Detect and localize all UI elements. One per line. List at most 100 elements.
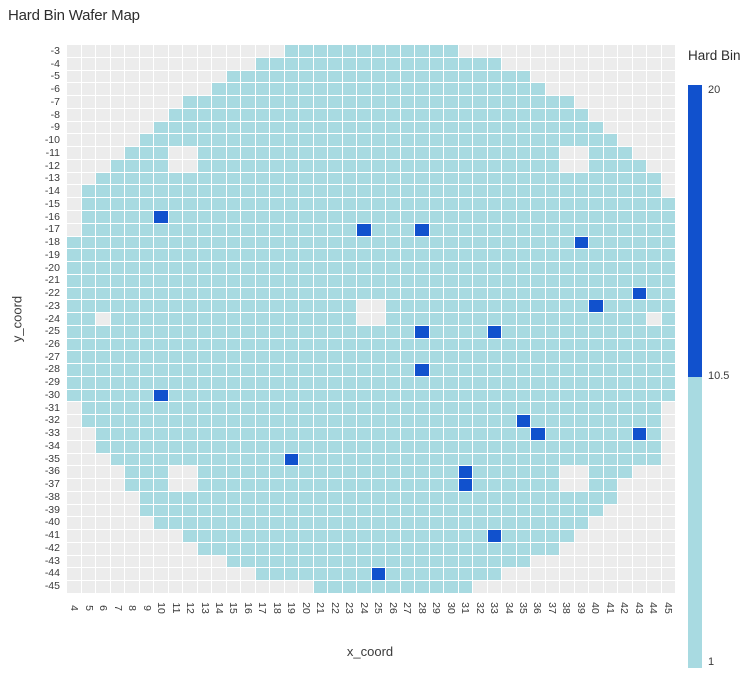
wafer-cell[interactable]	[67, 223, 81, 236]
wafer-cell[interactable]	[632, 415, 646, 428]
wafer-cell[interactable]	[647, 262, 661, 274]
wafer-cell[interactable]	[328, 274, 342, 287]
wafer-cell[interactable]	[357, 108, 371, 121]
wafer-cell[interactable]	[487, 364, 501, 376]
wafer-cell[interactable]	[212, 530, 226, 542]
wafer-cell[interactable]	[603, 287, 617, 300]
wafer-cell[interactable]	[516, 491, 530, 504]
wafer-cell[interactable]	[168, 262, 182, 274]
wafer-cell[interactable]	[603, 517, 617, 530]
wafer-cell[interactable]	[81, 555, 95, 568]
wafer-cell[interactable]	[357, 351, 371, 364]
wafer-cell[interactable]	[473, 325, 487, 338]
wafer-cell[interactable]	[560, 466, 574, 479]
wafer-cell[interactable]	[110, 236, 124, 249]
wafer-cell[interactable]	[328, 249, 342, 262]
wafer-cell[interactable]	[342, 313, 356, 325]
wafer-cell[interactable]	[81, 159, 95, 172]
wafer-cell[interactable]	[357, 159, 371, 172]
wafer-cell[interactable]	[531, 351, 545, 364]
wafer-cell[interactable]	[328, 45, 342, 57]
wafer-cell[interactable]	[487, 249, 501, 262]
wafer-cell[interactable]	[400, 313, 414, 325]
wafer-cell[interactable]	[183, 172, 197, 185]
wafer-cell[interactable]	[226, 210, 240, 223]
wafer-cell[interactable]	[284, 389, 298, 402]
wafer-cell[interactable]	[516, 236, 530, 249]
wafer-cell[interactable]	[226, 364, 240, 376]
wafer-cell[interactable]	[154, 45, 168, 57]
wafer-cell[interactable]	[328, 134, 342, 147]
wafer-cell[interactable]	[241, 121, 255, 134]
wafer-cell[interactable]	[299, 376, 313, 389]
wafer-cell[interactable]	[357, 57, 371, 70]
wafer-cell[interactable]	[444, 517, 458, 530]
wafer-cell[interactable]	[183, 555, 197, 568]
wafer-cell[interactable]	[139, 440, 153, 453]
wafer-cell[interactable]	[81, 300, 95, 313]
wafer-cell[interactable]	[589, 415, 603, 428]
wafer-cell[interactable]	[545, 402, 559, 415]
wafer-cell[interactable]	[342, 159, 356, 172]
wafer-cell[interactable]	[487, 415, 501, 428]
wafer-cell[interactable]	[96, 338, 110, 351]
wafer-cell[interactable]	[502, 568, 516, 581]
wafer-cell[interactable]	[560, 274, 574, 287]
wafer-cell[interactable]	[545, 581, 559, 593]
wafer-cell[interactable]	[241, 364, 255, 376]
wafer-cell[interactable]	[357, 555, 371, 568]
wafer-cell[interactable]	[284, 479, 298, 491]
wafer-cell[interactable]	[110, 262, 124, 274]
wafer-cell[interactable]	[183, 249, 197, 262]
wafer-cell[interactable]	[110, 376, 124, 389]
wafer-cell[interactable]	[618, 440, 632, 453]
wafer-cell[interactable]	[473, 581, 487, 593]
wafer-cell[interactable]	[661, 415, 675, 428]
wafer-cell[interactable]	[241, 517, 255, 530]
wafer-cell[interactable]	[96, 389, 110, 402]
wafer-cell[interactable]	[560, 185, 574, 198]
wafer-cell[interactable]	[632, 504, 646, 517]
wafer-cell[interactable]	[603, 313, 617, 325]
wafer-cell[interactable]	[531, 517, 545, 530]
wafer-cell[interactable]	[284, 376, 298, 389]
wafer-cell[interactable]	[342, 172, 356, 185]
wafer-cell[interactable]	[502, 325, 516, 338]
wafer-cell[interactable]	[531, 249, 545, 262]
wafer-cell[interactable]	[589, 134, 603, 147]
wafer-cell[interactable]	[67, 479, 81, 491]
wafer-cell[interactable]	[67, 440, 81, 453]
wafer-cell[interactable]	[473, 274, 487, 287]
wafer-cell[interactable]	[299, 479, 313, 491]
wafer-cell[interactable]	[647, 453, 661, 466]
wafer-cell[interactable]	[473, 466, 487, 479]
wafer-cell[interactable]	[473, 185, 487, 198]
wafer-cell[interactable]	[502, 351, 516, 364]
wafer-cell[interactable]	[357, 491, 371, 504]
wafer-cell[interactable]	[531, 159, 545, 172]
wafer-cell[interactable]	[139, 351, 153, 364]
wafer-cell[interactable]	[371, 568, 385, 581]
wafer-cell[interactable]	[574, 466, 588, 479]
wafer-cell[interactable]	[487, 338, 501, 351]
wafer-cell[interactable]	[487, 568, 501, 581]
wafer-cell[interactable]	[560, 428, 574, 440]
wafer-cell[interactable]	[139, 376, 153, 389]
wafer-cell[interactable]	[110, 134, 124, 147]
wafer-cell[interactable]	[197, 325, 211, 338]
wafer-cell[interactable]	[139, 83, 153, 96]
wafer-cell[interactable]	[342, 453, 356, 466]
wafer-cell[interactable]	[110, 313, 124, 325]
wafer-cell[interactable]	[574, 479, 588, 491]
wafer-cell[interactable]	[502, 274, 516, 287]
wafer-cell[interactable]	[647, 555, 661, 568]
wafer-cell[interactable]	[415, 287, 429, 300]
wafer-cell[interactable]	[125, 274, 139, 287]
wafer-cell[interactable]	[357, 121, 371, 134]
wafer-cell[interactable]	[560, 491, 574, 504]
wafer-cell[interactable]	[212, 415, 226, 428]
wafer-cell[interactable]	[154, 530, 168, 542]
wafer-cell[interactable]	[371, 491, 385, 504]
wafer-cell[interactable]	[400, 147, 414, 159]
wafer-cell[interactable]	[110, 351, 124, 364]
